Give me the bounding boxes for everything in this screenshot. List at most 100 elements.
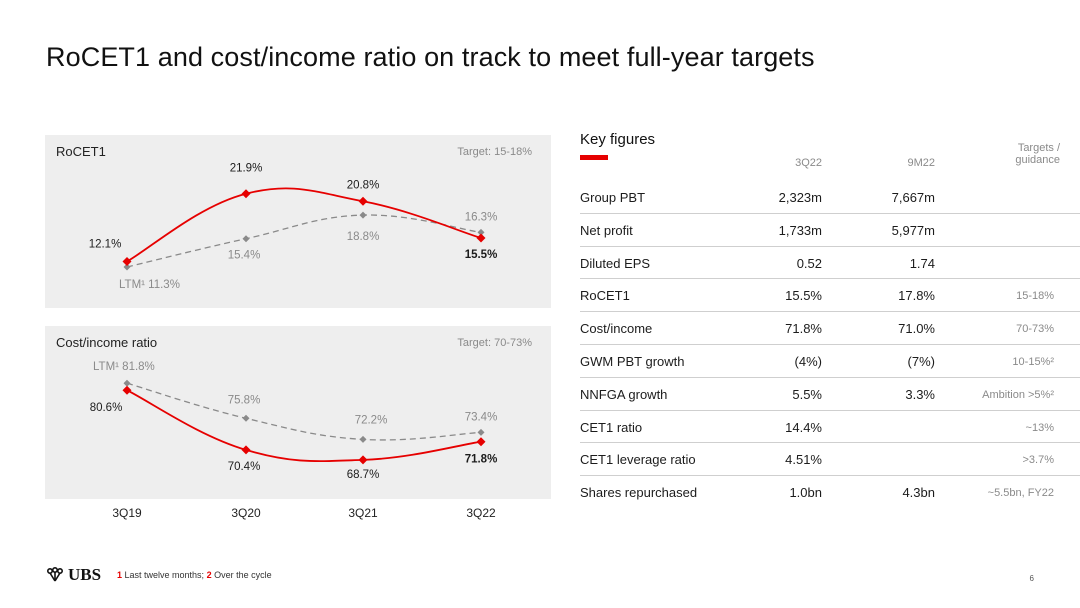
cell-target: 15-18%: [1016, 290, 1054, 303]
cell-9m22: 1.74: [909, 255, 935, 271]
table-row: CET1 ratio 14.4% ~13%: [580, 411, 1080, 444]
cell-target: ~13%: [1025, 421, 1054, 434]
data-point: [359, 211, 367, 219]
cell-target: 70-73%: [1016, 323, 1054, 336]
cell-9m22: (7%): [907, 353, 935, 369]
table-row: GWM PBT growth (4%) (7%) 10-15%²: [580, 345, 1080, 378]
cell-9m22: 71.0%: [898, 321, 935, 337]
row-label: CET1 leverage ratio: [580, 452, 696, 468]
footnote-1-text: Last twelve months;: [122, 570, 207, 580]
cell-9m22: 17.8%: [898, 288, 935, 304]
data-label: 15.4%: [228, 250, 261, 262]
footnote-1-number: 1: [117, 570, 123, 580]
data-point: [358, 455, 368, 465]
data-point: [359, 435, 367, 443]
cell-target: Ambition >5%²: [982, 388, 1054, 401]
cell-3q22: 71.8%: [785, 321, 822, 337]
row-label: Cost/income: [580, 321, 653, 337]
row-label: CET1 ratio: [580, 419, 643, 435]
data-point: [241, 445, 251, 455]
data-label: 75.8%: [228, 394, 261, 406]
row-label: Diluted EPS: [580, 255, 651, 271]
row-label: Net profit: [580, 222, 633, 238]
data-label: 80.6%: [90, 402, 123, 414]
data-label: 73.4%: [465, 411, 498, 423]
data-label: 70.4%: [228, 461, 261, 473]
data-point: [477, 228, 485, 236]
data-label: 16.3%: [465, 211, 498, 223]
key-figures-accent-bar: [580, 155, 608, 160]
cell-3q22: 15.5%: [785, 288, 822, 304]
data-point: [123, 263, 131, 271]
logo-text: UBS: [68, 565, 102, 584]
page-number: 6: [1029, 574, 1034, 583]
rocet1-panel: RoCET1 Target: 15-18%: [45, 135, 551, 308]
x-tick-label: 3Q22: [466, 506, 496, 520]
row-label: RoCET1: [580, 288, 630, 304]
cell-3q22: 2,323m: [778, 190, 822, 205]
data-point: [476, 233, 486, 243]
table-row: Net profit 1,733m 5,977m: [580, 214, 1080, 247]
series-line-ltm: [126, 382, 482, 441]
table-row: CET1 leverage ratio 4.51% >3.7%: [580, 443, 1080, 477]
cell-target: 10-15%²: [1012, 355, 1054, 368]
cell-9m22: 7,667m: [891, 190, 935, 205]
rocet1-target: Target: 15-18%: [457, 146, 532, 158]
data-point: [242, 235, 250, 243]
data-label: 68.7%: [347, 469, 380, 481]
x-tick-label: 3Q21: [348, 506, 378, 520]
series-line-reported: [126, 187, 482, 263]
cell-3q22: 5.5%: [792, 386, 822, 402]
cell-3q22: (4%): [794, 353, 822, 369]
data-label: 71.8%: [465, 454, 498, 466]
col-header-targets-line2: guidance: [1015, 154, 1060, 166]
table-row: Group PBT 2,323m 7,667m: [580, 181, 1080, 214]
data-point: [476, 437, 486, 447]
data-point: [123, 379, 131, 387]
data-label: 20.8%: [347, 179, 380, 191]
cell-target: >3.7%: [1022, 454, 1055, 467]
data-label: LTM¹ 11.3%: [119, 279, 180, 291]
cell-3q22: 1,733m: [778, 222, 822, 238]
data-point: [241, 189, 251, 199]
footnote-2-number: 2: [206, 570, 212, 580]
data-label: 18.8%: [347, 231, 380, 243]
cell-3q22: 14.4%: [785, 419, 822, 435]
cell-3q22: 1.0bn: [789, 485, 822, 501]
cell-3q22: 0.52: [796, 255, 822, 271]
col-header-9m22: 9M22: [907, 157, 935, 169]
data-label: 12.1%: [89, 239, 122, 251]
cost-income-chart-title: Cost/income ratio: [56, 335, 158, 350]
footnote-2-text: Over the cycle: [211, 570, 272, 580]
row-label: Shares repurchased: [580, 485, 698, 501]
page-title: RoCET1 and cost/income ratio on track to…: [46, 42, 815, 72]
key-figures-title: Key figures: [580, 131, 656, 148]
x-tick-label: 3Q19: [112, 506, 142, 520]
row-label: NNFGA growth: [580, 386, 668, 402]
cost-income-target: Target: 70-73%: [457, 337, 532, 349]
x-tick-label: 3Q20: [231, 506, 261, 520]
series-line-ltm: [126, 214, 482, 268]
data-point: [122, 257, 132, 266]
col-header-targets: Targets / guidance: [1015, 142, 1060, 166]
table-row: RoCET1 15.5% 17.8% 15-18%: [580, 279, 1080, 313]
data-label: 15.5%: [465, 249, 498, 261]
col-header-3q22: 3Q22: [795, 157, 822, 169]
ubs-logo: UBS: [45, 565, 101, 585]
cell-9m22: 4.3bn: [902, 485, 935, 501]
data-label: 21.9%: [230, 163, 263, 175]
table-row: Diluted EPS 0.52 1.74: [580, 247, 1080, 280]
table-row: Cost/income 71.8% 71.0% 70-73%: [580, 312, 1080, 345]
rocet1-chart-title: RoCET1: [56, 144, 106, 159]
cell-target: ~5.5bn, FY22: [987, 487, 1054, 500]
data-point: [358, 196, 368, 206]
cell-9m22: 5,977m: [891, 222, 935, 238]
col-header-targets-line1: Targets /: [1017, 142, 1060, 154]
data-label: 72.2%: [355, 414, 388, 426]
data-point: [477, 428, 485, 436]
data-label: LTM¹ 81.8%: [93, 361, 155, 373]
cost-income-panel: Cost/income ratio Target: 70-73%: [45, 326, 551, 499]
cell-9m22: 3.3%: [905, 386, 935, 402]
cell-3q22: 4.51%: [785, 452, 822, 468]
